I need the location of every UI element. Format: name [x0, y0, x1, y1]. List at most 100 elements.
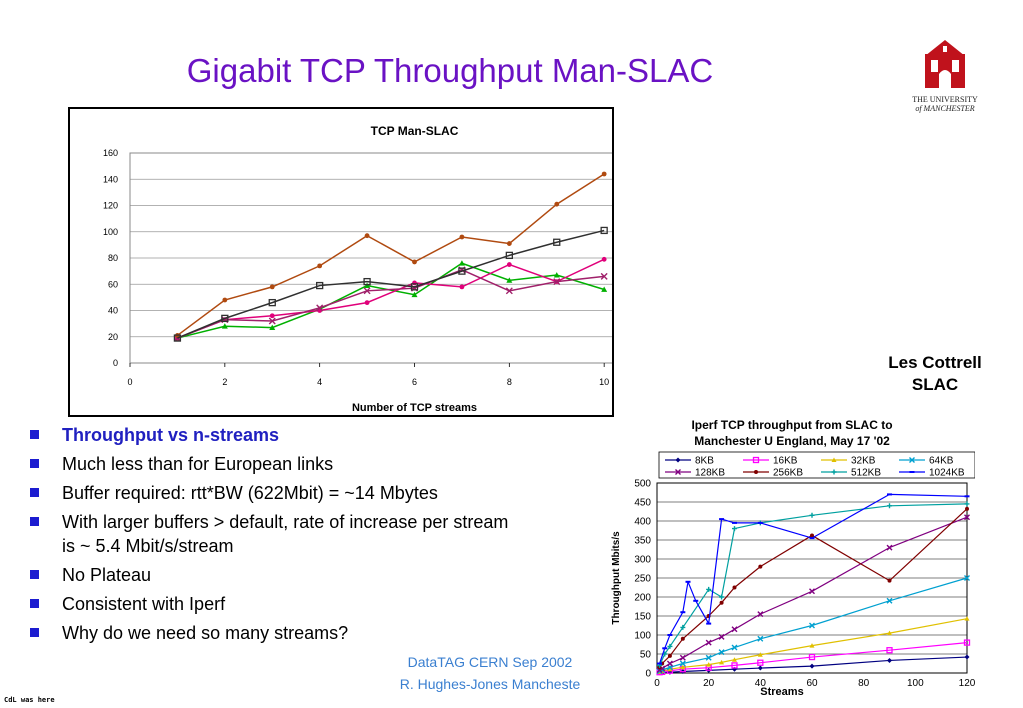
- data-point: [965, 506, 969, 511]
- legend-item: 32KB: [821, 456, 876, 467]
- data-point: [705, 639, 712, 646]
- legend-item: 16KB: [743, 456, 798, 467]
- y-tick-label: 0: [113, 358, 118, 368]
- x-tick-label: 100: [907, 678, 924, 689]
- series-1024KB: [657, 493, 970, 665]
- logo-line-2: of MANCHESTER: [915, 104, 975, 113]
- legend-label: 1024KB: [929, 468, 965, 479]
- data-point: [222, 297, 228, 303]
- legend-label: 8KB: [695, 456, 714, 467]
- bullet-square-icon: [30, 599, 39, 608]
- data-point: [412, 280, 417, 286]
- legend-item: 256KB: [743, 468, 803, 479]
- data-point: [809, 588, 815, 595]
- university-logo: THE UNIVERSITY of MANCHESTER: [900, 38, 990, 124]
- y-tick-label: 450: [634, 498, 651, 509]
- data-point: [505, 287, 513, 295]
- x-tick-label: 80: [858, 678, 870, 689]
- x-tick-label: 20: [703, 678, 715, 689]
- data-point: [410, 283, 419, 291]
- data-point: [757, 611, 764, 618]
- series-line: [659, 508, 968, 668]
- x-axis-label: Streams: [760, 686, 803, 698]
- series-32KB: [657, 616, 970, 674]
- data-point: [964, 501, 970, 507]
- data-point: [221, 323, 228, 329]
- data-point: [458, 267, 466, 275]
- series-1048576: [174, 260, 608, 341]
- data-point: [601, 171, 607, 177]
- bullet-square-icon: [30, 430, 39, 439]
- logo-line-1: THE UNIVERSITY: [912, 95, 978, 104]
- data-point: [810, 533, 814, 538]
- series-2097152: [173, 266, 608, 342]
- x-tick-label: 40: [755, 678, 767, 689]
- data-point: [363, 287, 371, 295]
- legend-item: 64KB: [899, 456, 954, 467]
- series-line: [177, 262, 605, 339]
- series-4194304: [173, 226, 608, 342]
- bullet-item: Much less than for European links: [30, 452, 590, 476]
- series-line: [177, 269, 605, 339]
- legend-label: 512KB: [851, 468, 881, 479]
- data-point: [809, 643, 815, 648]
- data-point: [269, 324, 276, 330]
- data-point: [506, 262, 512, 267]
- series-line: [176, 173, 605, 337]
- bullet-square-icon: [30, 488, 39, 497]
- data-point: [459, 284, 465, 290]
- data-point: [458, 260, 465, 266]
- data-point: [317, 263, 323, 269]
- data-point: [718, 633, 725, 640]
- data-point: [909, 457, 915, 463]
- data-point: [758, 564, 763, 569]
- data-point: [411, 291, 418, 298]
- legend-item: 1024KB: [899, 468, 965, 479]
- author-name: Les Cottrell: [888, 353, 982, 372]
- data-point: [600, 226, 608, 235]
- data-point: [506, 241, 512, 246]
- data-point: [675, 457, 681, 463]
- tcp-chart-frame: TCP Man-SLAC 0 20 40 60 80 100 120 140 160 0 2 4 6 8 10…: [68, 107, 770, 417]
- data-point: [268, 298, 276, 307]
- data-point: [553, 238, 561, 246]
- data-point: [831, 469, 837, 475]
- y-tick-label: 40: [108, 306, 118, 316]
- data-point: [363, 277, 371, 286]
- data-point: [752, 456, 760, 464]
- data-point: [809, 663, 815, 669]
- series-line: [659, 503, 968, 666]
- data-point: [731, 662, 738, 669]
- y-tick-label: 60: [108, 279, 118, 289]
- bullet-item: With larger buffers > default, rate of i…: [30, 510, 522, 558]
- data-point: [719, 600, 724, 605]
- data-point: [505, 251, 513, 260]
- legend-label: 32KB: [851, 456, 876, 467]
- data-point: [886, 597, 893, 604]
- data-point: [964, 514, 970, 521]
- x-tick-label: 120: [959, 678, 975, 689]
- x-tick-label: 60: [806, 678, 818, 689]
- data-point: [269, 284, 275, 290]
- data-point: [667, 653, 672, 658]
- y-tick-label: 250: [634, 574, 651, 585]
- data-point: [675, 469, 681, 475]
- data-point: [732, 526, 737, 532]
- y-tick-label: 140: [103, 174, 118, 184]
- x-tick-label: 0: [654, 678, 660, 689]
- bullet-item: Why do we need so many streams?: [30, 621, 590, 645]
- bullet-square-icon: [30, 628, 39, 637]
- data-point: [809, 512, 815, 518]
- chart-title-line-2: Manchester U England, May 17 '02: [694, 434, 890, 448]
- data-point: [667, 666, 673, 672]
- legend-label: 128KB: [695, 468, 725, 479]
- data-point: [754, 470, 758, 474]
- data-point: [705, 654, 712, 661]
- legend-label: 256KB: [773, 468, 803, 479]
- bullet-square-icon: [30, 517, 39, 526]
- data-point: [887, 630, 892, 636]
- x-tick-label: 10: [599, 377, 609, 387]
- data-point: [316, 281, 324, 290]
- data-point: [679, 654, 686, 661]
- x-tick-label: 0: [127, 377, 132, 387]
